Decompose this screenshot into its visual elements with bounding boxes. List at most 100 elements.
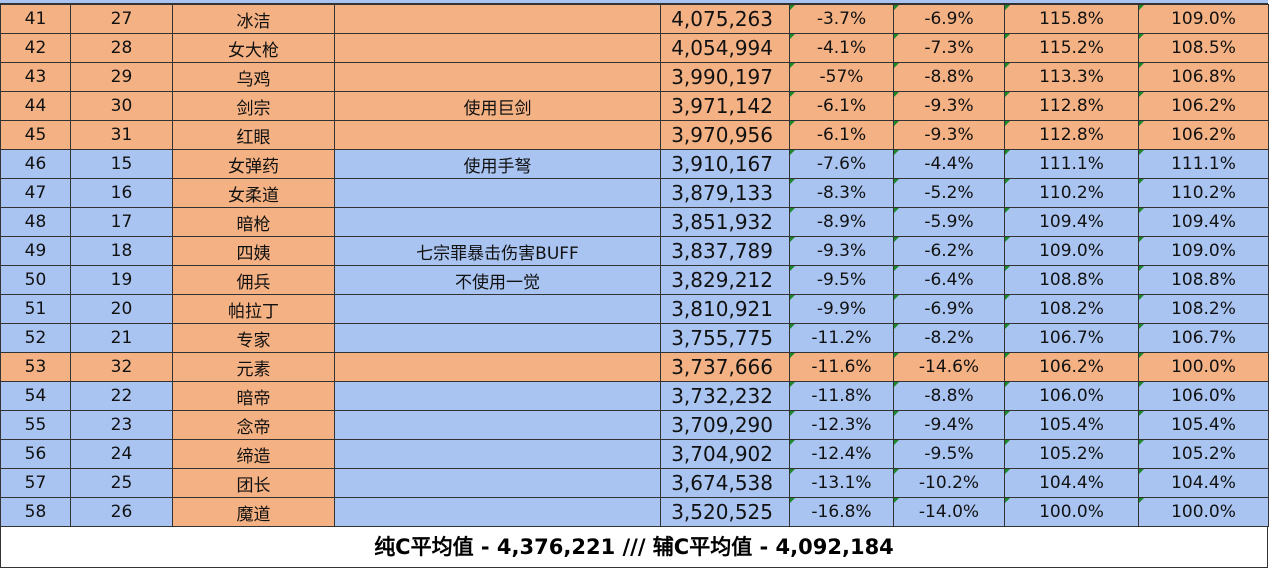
note [334, 410, 661, 440]
class-name: 团长 [172, 468, 335, 498]
row-number: 49 [0, 236, 71, 266]
pct-ratio-2: 111.1% [1138, 149, 1269, 179]
pct-diff-1: -12.3% [789, 410, 894, 440]
row-number: 56 [0, 439, 71, 469]
note [334, 439, 661, 469]
pct-diff-1: -57% [789, 62, 894, 92]
class-name: 乌鸡 [172, 62, 335, 92]
pct-diff-2: -6.4% [893, 265, 1005, 295]
pct-diff-2: -8.8% [893, 62, 1005, 92]
pct-diff-2: -5.9% [893, 207, 1005, 237]
pct-ratio-1: 106.7% [1004, 323, 1139, 353]
note [334, 323, 661, 353]
pct-diff-1: -11.8% [789, 381, 894, 411]
pct-ratio-1: 104.4% [1004, 468, 1139, 498]
pct-diff-1: -7.6% [789, 149, 894, 179]
table-row: 41 27 冰洁 4,075,263 -3.7% -6.9% 115.8% 109.0% [0, 4, 1269, 34]
row-number: 48 [0, 207, 71, 237]
pct-ratio-2: 106.7% [1138, 323, 1269, 353]
pct-ratio-2: 108.2% [1138, 294, 1269, 324]
pct-ratio-1: 108.8% [1004, 265, 1139, 295]
class-name: 专家 [172, 323, 335, 353]
row-number: 57 [0, 468, 71, 498]
rank: 17 [70, 207, 173, 237]
pct-diff-1: -11.2% [789, 323, 894, 353]
pct-ratio-2: 104.4% [1138, 468, 1269, 498]
class-name: 女弹药 [172, 149, 335, 179]
table-row: 46 15 女弹药 使用手弩 3,910,167 -7.6% -4.4% 111.1% 111.… [0, 149, 1269, 179]
pct-ratio-1: 109.4% [1004, 207, 1139, 237]
pct-diff-2: -5.2% [893, 178, 1005, 208]
pct-ratio-1: 113.3% [1004, 62, 1139, 92]
pct-diff-1: -16.8% [789, 497, 894, 527]
pct-diff-1: -13.1% [789, 468, 894, 498]
pct-diff-1: -4.1% [789, 33, 894, 63]
rank: 30 [70, 91, 173, 121]
damage-value: 3,990,197 [660, 62, 790, 92]
rank: 32 [70, 352, 173, 382]
pct-ratio-2: 108.8% [1138, 265, 1269, 295]
class-name: 暗枪 [172, 207, 335, 237]
damage-value: 3,704,902 [660, 439, 790, 469]
row-number: 45 [0, 120, 71, 150]
pct-ratio-2: 105.2% [1138, 439, 1269, 469]
pct-diff-1: -9.5% [789, 265, 894, 295]
class-name: 佣兵 [172, 265, 335, 295]
pct-ratio-2: 109.4% [1138, 207, 1269, 237]
table-row: 43 29 乌鸡 3,990,197 -57% -8.8% 113.3% 106.8% [0, 62, 1269, 92]
table-row: 52 21 专家 3,755,775 -11.2% -8.2% 106.7% 106.7% [0, 323, 1269, 353]
table-row: 48 17 暗枪 3,851,932 -8.9% -5.9% 109.4% 109.4% [0, 207, 1269, 237]
rank: 31 [70, 120, 173, 150]
pct-diff-1: -8.3% [789, 178, 894, 208]
note [334, 468, 661, 498]
note [334, 4, 661, 34]
class-name: 缔造 [172, 439, 335, 469]
rank: 19 [70, 265, 173, 295]
rank: 24 [70, 439, 173, 469]
table-body: 41 27 冰洁 4,075,263 -3.7% -6.9% 115.8% 109.0% 42 2… [0, 4, 1269, 527]
pct-diff-2: -6.9% [893, 4, 1005, 34]
rank: 26 [70, 497, 173, 527]
row-number: 44 [0, 91, 71, 121]
note [334, 33, 661, 63]
damage-value: 3,737,666 [660, 352, 790, 382]
pct-ratio-1: 105.2% [1004, 439, 1139, 469]
table-row: 57 25 团长 3,674,538 -13.1% -10.2% 104.4% 104.4% [0, 468, 1269, 498]
rank: 20 [70, 294, 173, 324]
pct-ratio-1: 112.8% [1004, 91, 1139, 121]
pct-ratio-1: 111.1% [1004, 149, 1139, 179]
class-name: 冰洁 [172, 4, 335, 34]
damage-value: 3,674,538 [660, 468, 790, 498]
rank: 29 [70, 62, 173, 92]
note: 使用手弩 [334, 149, 661, 179]
pct-ratio-1: 110.2% [1004, 178, 1139, 208]
damage-value: 3,732,232 [660, 381, 790, 411]
rank: 22 [70, 381, 173, 411]
pct-ratio-1: 106.2% [1004, 352, 1139, 382]
note [334, 178, 661, 208]
damage-value: 3,755,775 [660, 323, 790, 353]
rank: 28 [70, 33, 173, 63]
pct-ratio-2: 100.0% [1138, 497, 1269, 527]
rank: 27 [70, 4, 173, 34]
row-number: 53 [0, 352, 71, 382]
pct-diff-2: -10.2% [893, 468, 1005, 498]
pct-diff-2: -14.6% [893, 352, 1005, 382]
table-row: 56 24 缔造 3,704,902 -12.4% -9.5% 105.2% 105.2% [0, 439, 1269, 469]
note [334, 294, 661, 324]
table-row: 54 22 暗帝 3,732,232 -11.8% -8.8% 106.0% 106.0% [0, 381, 1269, 411]
pct-ratio-1: 105.4% [1004, 410, 1139, 440]
damage-value: 4,075,263 [660, 4, 790, 34]
pct-diff-2: -9.3% [893, 91, 1005, 121]
damage-value: 3,970,956 [660, 120, 790, 150]
note: 使用巨剑 [334, 91, 661, 121]
pct-diff-2: -8.2% [893, 323, 1005, 353]
class-name: 四姨 [172, 236, 335, 266]
table-row: 58 26 魔道 3,520,525 -16.8% -14.0% 100.0% 100.0% [0, 497, 1269, 527]
table-row: 45 31 红眼 3,970,956 -6.1% -9.3% 112.8% 106.2% [0, 120, 1269, 150]
pct-diff-1: -6.1% [789, 91, 894, 121]
pct-ratio-1: 106.0% [1004, 381, 1139, 411]
row-number: 58 [0, 497, 71, 527]
damage-value: 3,837,789 [660, 236, 790, 266]
